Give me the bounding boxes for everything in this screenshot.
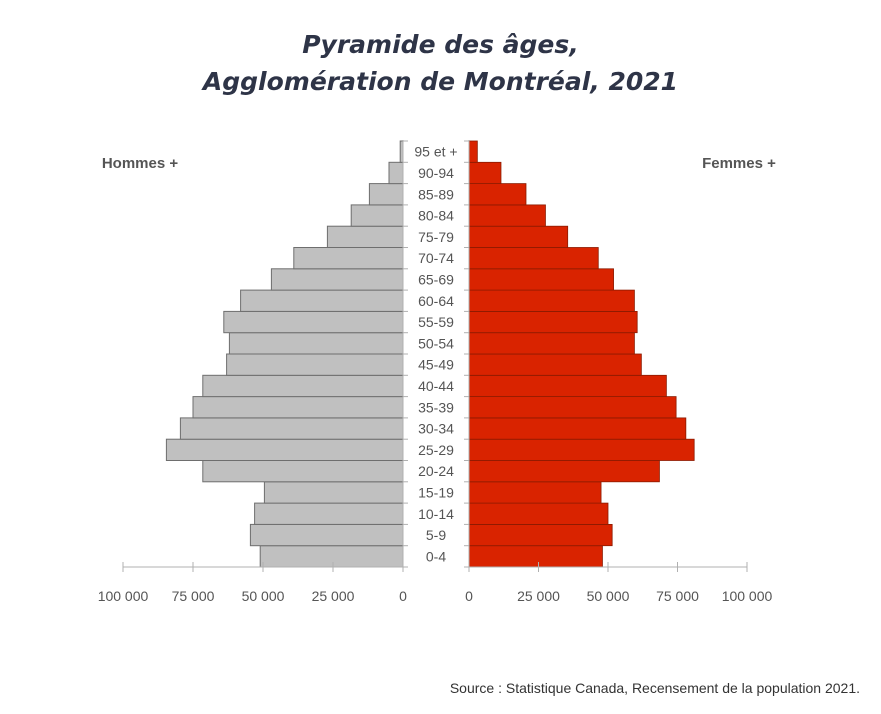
men-bar [368,183,404,206]
chart-title-line1: Pyramide des âges, [302,30,579,59]
age-group-label: 50-54 [418,335,454,351]
women-bar [468,161,502,185]
men-x-tick-label: 75 000 [172,588,215,604]
age-group-label: 15-19 [418,484,454,500]
age-group-label: 10-14 [418,506,454,522]
women-bar [468,417,687,440]
women-x-tick-label: 25 000 [517,588,560,604]
age-group-label: 70-74 [418,250,454,266]
age-group-label: 35-39 [418,399,454,415]
legend-women: Femmes + [702,155,776,172]
men-bar [270,268,404,291]
women-bar [468,183,527,206]
men-bar [249,523,404,547]
women-bar [468,225,569,248]
women-x-tick-label: 0 [465,588,473,604]
age-group-label: 85-89 [418,186,454,202]
women-bar [468,332,635,355]
women-bar [468,268,614,291]
axes-group: 100 000 75 000 50 000 25 000 0 0 25 000 50 000 7… [98,140,773,604]
men-bar [326,225,404,248]
age-group-label: 60-64 [418,293,454,309]
men-bar [223,310,404,334]
age-group-label: 90-94 [418,165,454,181]
source-note: Source : Statistique Canada, Recensement… [449,680,860,696]
women-bar [468,545,603,568]
chart-title-line2: Agglomération de Montréal, 2021 [202,67,679,96]
women-bar [468,353,642,376]
age-group-label: 45-49 [418,357,454,373]
men-bar [350,204,404,227]
chart-title: Pyramide des âges, Agglomération de Mont… [0,26,881,100]
women-bar [468,247,599,270]
age-labels-group: 0-4 5-9 10-14 15-19 20-24 25-29 30-34 35-39 40-4… [414,144,457,565]
age-group-label: 80-84 [418,208,454,224]
women-bar [468,374,667,397]
men-bar [202,460,404,483]
men-bar [202,374,404,398]
age-group-label: 65-69 [418,271,454,287]
legend-men: Hommes + [102,155,179,172]
women-bar [468,310,638,334]
men-bar [226,353,404,376]
men-bar [192,396,404,419]
men-x-tick-label: 25 000 [312,588,355,604]
men-bar [254,502,404,525]
men-bar [388,161,404,185]
men-x-tick-label: 100 000 [98,588,149,604]
men-x-tick-label: 0 [399,588,407,604]
men-bar [179,417,404,440]
women-bar [468,481,602,504]
age-group-label: 5-9 [426,527,446,543]
age-group-label: 95 et + [414,144,457,160]
women-x-tick-label: 100 000 [722,588,773,604]
age-group-label: 0-4 [426,548,446,564]
women-bar [468,140,478,163]
men-bar [165,438,404,462]
age-group-label: 25-29 [418,442,454,458]
women-bar [468,438,695,461]
age-group-label: 30-34 [418,421,454,437]
age-group-label: 20-24 [418,463,454,479]
men-bar [240,289,404,312]
women-x-tick-label: 50 000 [587,588,630,604]
men-x-tick-label: 50 000 [242,588,285,604]
women-bar [468,502,609,525]
men-bar [293,247,404,270]
age-group-label: 75-79 [418,229,454,245]
women-bars-group [468,140,695,568]
women-bar [468,289,635,312]
men-bar [259,545,404,568]
men-bar [263,481,404,504]
men-bar [228,332,404,355]
women-x-tick-label: 75 000 [656,588,699,604]
women-bar [468,396,677,419]
women-bar [468,460,660,483]
age-group-label: 40-44 [418,378,454,394]
women-bar [468,204,546,227]
women-bar [468,524,613,547]
men-bars-group [165,140,404,568]
age-group-label: 55-59 [418,314,454,330]
